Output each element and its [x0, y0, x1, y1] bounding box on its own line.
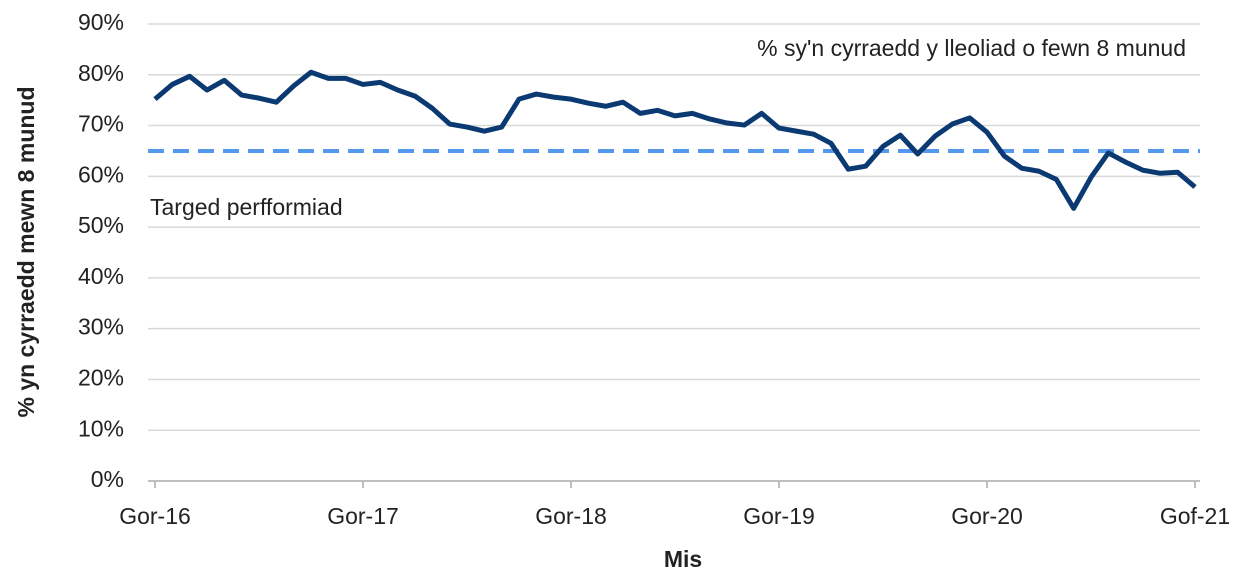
- y-tick-label: 80%: [78, 60, 124, 86]
- y-tick-label: 60%: [78, 161, 124, 187]
- y-tick-label: 90%: [78, 9, 124, 35]
- x-tick-label: Gor-19: [743, 503, 815, 529]
- y-tick-label: 70%: [78, 111, 124, 137]
- x-tick-label: Gor-17: [327, 503, 399, 529]
- y-tick-label: 10%: [78, 415, 124, 441]
- x-tick-label: Gor-16: [119, 503, 191, 529]
- series-label: % sy'n cyrraedd y lleoliad o fewn 8 munu…: [757, 35, 1186, 61]
- target-label: Targed perfformiad: [150, 194, 343, 220]
- y-tick-label: 40%: [78, 263, 124, 289]
- x-tick-label: Gof-21: [1160, 503, 1230, 529]
- y-tick-label: 0%: [91, 466, 124, 492]
- series-line: [153, 69, 1197, 211]
- y-tick-label: 50%: [78, 212, 124, 238]
- x-tick-label: Gor-20: [951, 503, 1023, 529]
- x-tick-label: Gor-18: [535, 503, 607, 529]
- y-axis-label: % yn cyrraedd mewn 8 munud: [13, 86, 39, 417]
- y-tick-label: 30%: [78, 314, 124, 340]
- x-axis-label: Mis: [664, 546, 702, 572]
- y-tick-label: 20%: [78, 365, 124, 391]
